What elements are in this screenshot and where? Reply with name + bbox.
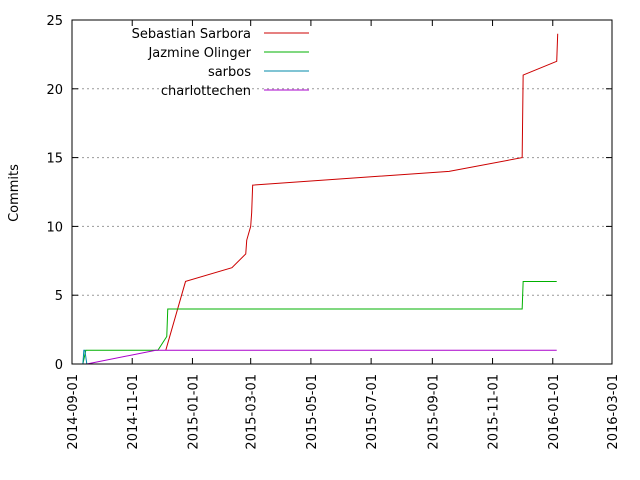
series-lines	[82, 33, 559, 365]
y-tick-label: 15	[46, 152, 63, 167]
x-tick-label: 2014-11-01	[126, 374, 141, 450]
legend: Sebastian Sarbora Jazmine Olinger sarbos ch…	[132, 27, 309, 99]
y-axis-ticks: 0 5 10 15 20 25	[46, 14, 612, 373]
legend-label: sarbos	[208, 65, 251, 80]
x-tick-label: 2014-09-01	[66, 374, 81, 450]
y-tick-label: 20	[46, 83, 63, 98]
x-tick-label: 2015-05-01	[305, 374, 320, 450]
legend-label: Sebastian Sarbora	[132, 27, 251, 42]
series-line-2	[82, 349, 88, 365]
x-tick-label: 2016-03-01	[606, 374, 621, 450]
legend-label: Jazmine Olinger	[147, 46, 251, 61]
series-line-3	[86, 349, 557, 365]
x-tick-label: 2015-03-01	[245, 374, 260, 450]
series-line-1	[82, 280, 557, 365]
y-tick-label: 0	[55, 358, 63, 373]
y-tick-label: 25	[46, 14, 63, 29]
x-axis-ticks: 2014-09-01 2014-11-01 2015-01-01 2015-03-01…	[66, 20, 621, 450]
x-tick-label: 2015-09-01	[426, 374, 441, 450]
x-tick-label: 2016-01-01	[547, 374, 562, 450]
x-tick-label: 2015-01-01	[186, 374, 201, 450]
legend-label: charlottechen	[161, 84, 251, 99]
y-axis-label: Commits	[7, 164, 22, 222]
y-tick-label: 10	[46, 220, 63, 235]
x-tick-label: 2015-07-01	[365, 374, 380, 450]
plot-frame	[71, 19, 613, 365]
y-tick-label: 5	[55, 289, 63, 304]
x-tick-label: 2015-11-01	[487, 374, 502, 450]
grid-lines	[72, 88, 612, 296]
series-line-0	[165, 33, 559, 351]
